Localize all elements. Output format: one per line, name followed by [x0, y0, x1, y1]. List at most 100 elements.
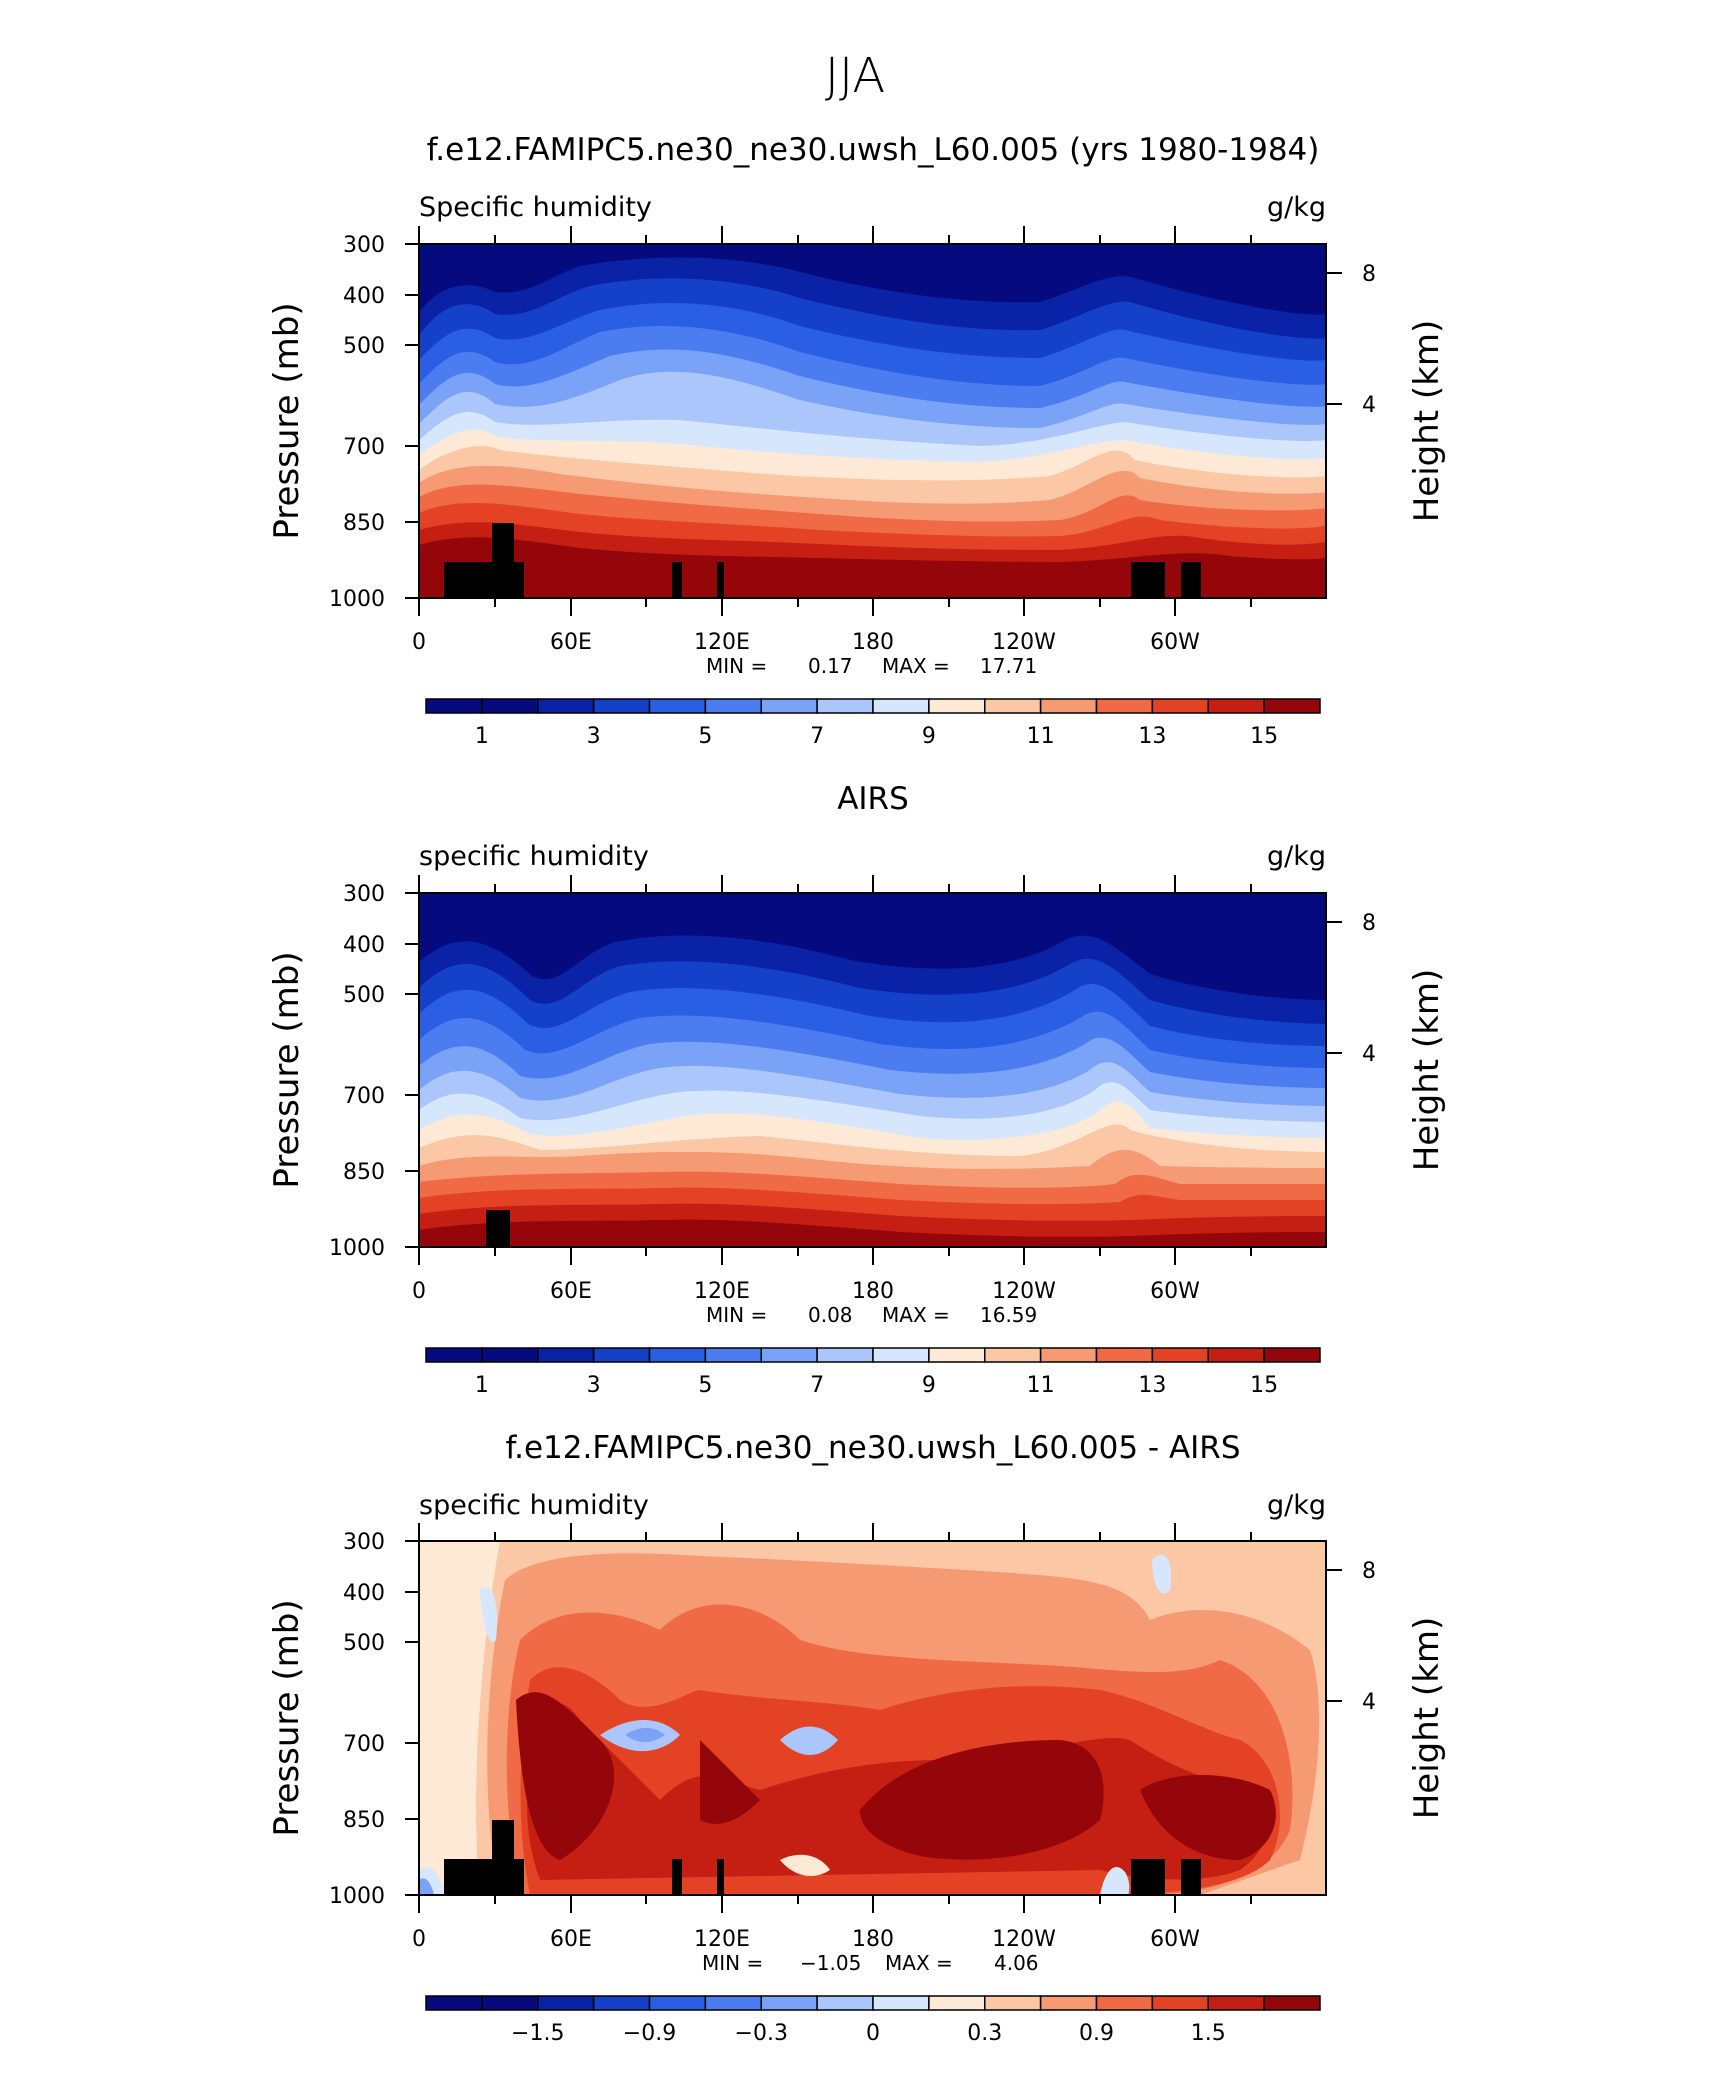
- x-tick-label: 0: [412, 1927, 426, 1952]
- colorbar-label: 7: [810, 1373, 824, 1398]
- x-tick-label: 180: [852, 1927, 894, 1952]
- colorbar-box: [984, 1995, 1042, 2011]
- y-axis-title: Pressure (mb): [267, 951, 307, 1188]
- panel-2-min-value: 0.08: [808, 1303, 853, 1327]
- colorbar-label: 7: [810, 724, 824, 749]
- colorbar-box: [1039, 1347, 1098, 1363]
- panel-3: f.e12.FAMIPC5.ne30_ne30.uwsh_L60.005 - A…: [267, 1430, 1447, 2046]
- y-axis-right-title: Height (km): [1407, 1617, 1447, 1820]
- panel-3-axes: 0 60E 120E 180 120W 60W 300 400 500 700 850 1000 8 4 P…: [267, 1523, 1447, 1952]
- colorbar-box: [537, 1347, 595, 1363]
- y-tick-label: 850: [343, 511, 385, 536]
- colorbar-label: 13: [1138, 1373, 1166, 1398]
- panel-1-units-label: g/kg: [1267, 192, 1326, 223]
- panel-3-max-label: MAX =: [885, 1951, 953, 1975]
- x-tick-label: 120W: [992, 1927, 1056, 1952]
- colorbar-box: [984, 698, 1042, 714]
- colorbar-box: [704, 1995, 762, 2011]
- colorbar-box: [1039, 698, 1098, 714]
- colorbar-label: 15: [1250, 724, 1278, 749]
- colorbar-box: [425, 1995, 483, 2011]
- colorbar-box: [1151, 1347, 1209, 1363]
- colorbar-box: [648, 698, 707, 714]
- colorbar-box: [1039, 1995, 1098, 2011]
- colorbar-box: [537, 1995, 595, 2011]
- colorbar-box: [1095, 1995, 1154, 2011]
- x-tick-label: 120E: [694, 1279, 750, 1304]
- colorbar-label: 1: [475, 724, 489, 749]
- colorbar-label: 3: [587, 724, 601, 749]
- colorbar-box: [872, 1995, 930, 2011]
- colorbar-label: 11: [1027, 724, 1055, 749]
- panel-3-min-value: −1.05: [800, 1951, 861, 1975]
- colorbar-label: 15: [1250, 1373, 1278, 1398]
- colorbar-label: 0.3: [967, 2021, 1002, 2046]
- x-tick-label: 60E: [550, 1927, 592, 1952]
- colorbar-box: [1263, 698, 1321, 714]
- x-tick-label: 60E: [550, 630, 592, 655]
- panel-1-colorbar: 1 3 5 7 9 11 13 15: [425, 698, 1321, 749]
- panel-3-units-label: g/kg: [1267, 1490, 1326, 1521]
- y-axis-right-title: Height (km): [1407, 320, 1447, 523]
- panel-2-colorbar: 1 3 5 7 9 11 13 15: [425, 1347, 1321, 1398]
- colorbar-box: [481, 1347, 539, 1363]
- x-tick-label: 60W: [1150, 630, 1200, 655]
- y-tick-label: 1000: [329, 1884, 385, 1909]
- panel-2-min-label: MIN =: [706, 1303, 767, 1327]
- colorbar-label: 9: [922, 1373, 936, 1398]
- y-tick-label: 500: [343, 334, 385, 359]
- colorbar-box: [481, 1995, 539, 2011]
- height-tick-label: 8: [1362, 911, 1376, 936]
- figure-title: JJA: [825, 48, 885, 104]
- y-tick-label: 700: [343, 1732, 385, 1757]
- panel-2-axes: 0 60E 120E 180 120W 60W 300 400 500 700 850 1000 8 4 P…: [267, 875, 1447, 1304]
- colorbar-box: [1207, 1995, 1265, 2011]
- y-axis-title: Pressure (mb): [267, 1599, 307, 1836]
- colorbar-box: [425, 1347, 483, 1363]
- colorbar-box: [760, 698, 818, 714]
- x-tick-label: 120W: [992, 1279, 1056, 1304]
- colorbar-label: 0.9: [1079, 2021, 1114, 2046]
- colorbar-box: [1151, 1995, 1209, 2011]
- panel-3-max-value: 4.06: [994, 1951, 1039, 1975]
- panel-3-variable-label: specific humidity: [419, 1490, 649, 1521]
- colorbar-box: [537, 698, 595, 714]
- y-axis-right-title: Height (km): [1407, 969, 1447, 1172]
- panel-1-max-value: 17.71: [980, 654, 1037, 678]
- panel-1-max-label: MAX =: [882, 654, 950, 678]
- x-tick-label: 180: [852, 630, 894, 655]
- x-tick-label: 120E: [694, 630, 750, 655]
- panel-2-title: AIRS: [837, 781, 909, 817]
- colorbar-label: 3: [587, 1373, 601, 1398]
- colorbar-label: 9: [922, 724, 936, 749]
- y-tick-label: 700: [343, 435, 385, 460]
- y-tick-label: 400: [343, 933, 385, 958]
- panel-2-max-label: MAX =: [882, 1303, 950, 1327]
- colorbar-box: [1263, 1995, 1321, 2011]
- colorbar-box: [928, 698, 986, 714]
- colorbar-label: −0.3: [735, 2021, 788, 2046]
- colorbar-box: [648, 1347, 707, 1363]
- y-tick-label: 700: [343, 1084, 385, 1109]
- panel-1-axes: 0 60E 120E 180 120W 60W 300 400 500 700 850 1000 8 4 P…: [267, 226, 1447, 655]
- colorbar-box: [984, 1347, 1042, 1363]
- colorbar-box: [425, 698, 483, 714]
- colorbar-box: [816, 1347, 874, 1363]
- colorbar-box: [1151, 698, 1209, 714]
- y-tick-label: 1000: [329, 587, 385, 612]
- panel-3-colorbar: −1.5 −0.9 −0.3 0 0.3 0.9 1.5: [425, 1995, 1321, 2046]
- colorbar-box: [816, 698, 874, 714]
- colorbar-box: [816, 1995, 874, 2011]
- y-tick-label: 400: [343, 1581, 385, 1606]
- y-tick-label: 1000: [329, 1236, 385, 1261]
- colorbar-label: 13: [1138, 724, 1166, 749]
- colorbar-box: [704, 698, 762, 714]
- colorbar-box: [760, 1347, 818, 1363]
- y-axis-title: Pressure (mb): [267, 302, 307, 539]
- colorbar-box: [1263, 1347, 1321, 1363]
- y-tick-label: 500: [343, 983, 385, 1008]
- colorbar-label: 5: [698, 1373, 712, 1398]
- panel-1-min-label: MIN =: [706, 654, 767, 678]
- x-tick-label: 0: [412, 630, 426, 655]
